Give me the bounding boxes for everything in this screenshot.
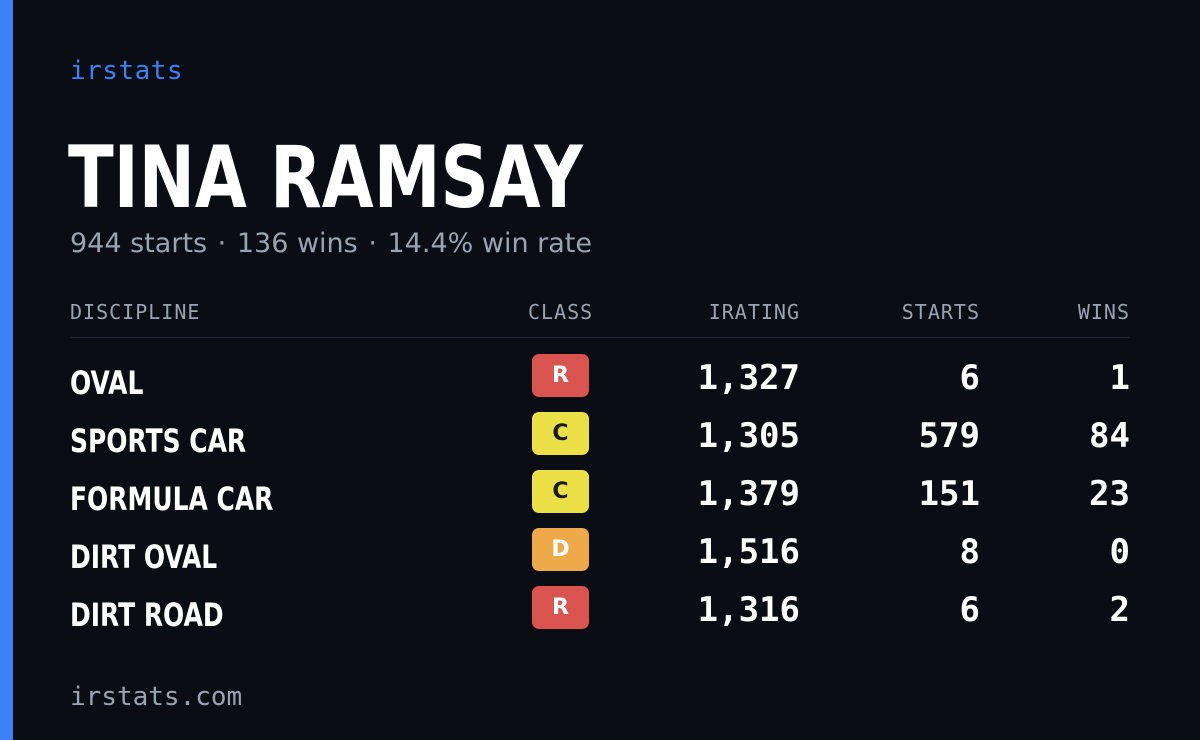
starts-value: 6: [959, 358, 980, 398]
starts-value: 6: [959, 590, 980, 630]
separator: ·: [217, 228, 227, 259]
header-divider: [70, 337, 1130, 338]
discipline-name: OVAL: [70, 364, 144, 402]
separator: ·: [368, 228, 377, 259]
header-irating: IRATING: [708, 300, 800, 324]
win-rate-summary: 14.4% win rate: [387, 228, 593, 259]
discipline-name: DIRT ROAD: [70, 596, 224, 634]
table-row: DIRT ROAD R 1,316 6 2: [70, 584, 1130, 642]
driver-name: TINA RAMSAY: [68, 128, 583, 228]
wins-value: 23: [1089, 474, 1130, 514]
irating-value: 1,379: [697, 474, 800, 514]
discipline-name: FORMULA CAR: [70, 480, 274, 518]
stats-table: OVAL R 1,327 6 1 SPORTS CAR C 1,305 579 …: [70, 352, 1130, 642]
wins-summary: 136 wins: [236, 228, 358, 259]
starts-value: 579: [918, 416, 980, 456]
irating-value: 1,516: [697, 532, 800, 572]
header-starts: STARTS: [901, 300, 980, 324]
irating-value: 1,305: [697, 416, 800, 456]
class-badge: D: [532, 528, 589, 571]
starts-value: 151: [918, 474, 980, 514]
class-badge: R: [532, 586, 589, 629]
discipline-name: DIRT OVAL: [70, 538, 218, 576]
starts-summary: 944 starts: [70, 228, 208, 259]
class-badge: R: [532, 354, 589, 397]
class-badge: C: [532, 470, 589, 513]
header-discipline: DISCIPLINE: [70, 300, 201, 324]
discipline-name: SPORTS CAR: [70, 422, 247, 460]
accent-bar: [0, 0, 13, 740]
wins-value: 0: [1109, 532, 1130, 572]
wins-value: 84: [1089, 416, 1130, 456]
table-header: DISCIPLINE CLASS IRATING STARTS WINS: [70, 300, 1130, 328]
table-row: OVAL R 1,327 6 1: [70, 352, 1130, 410]
footer-url: irstats.com: [70, 682, 243, 712]
wins-value: 1: [1109, 358, 1130, 398]
starts-value: 8: [959, 532, 980, 572]
table-row: FORMULA CAR C 1,379 151 23: [70, 468, 1130, 526]
header-class: CLASS: [528, 300, 594, 324]
irating-value: 1,316: [697, 590, 800, 630]
class-badge: C: [532, 412, 589, 455]
irating-value: 1,327: [697, 358, 800, 398]
brand-logo: irstats: [70, 56, 184, 86]
wins-value: 2: [1109, 590, 1130, 630]
driver-summary: 944 starts · 136 wins · 14.4% win rate: [70, 228, 592, 259]
header-wins: WINS: [1077, 300, 1130, 324]
table-row: SPORTS CAR C 1,305 579 84: [70, 410, 1130, 468]
table-row: DIRT OVAL D 1,516 8 0: [70, 526, 1130, 584]
